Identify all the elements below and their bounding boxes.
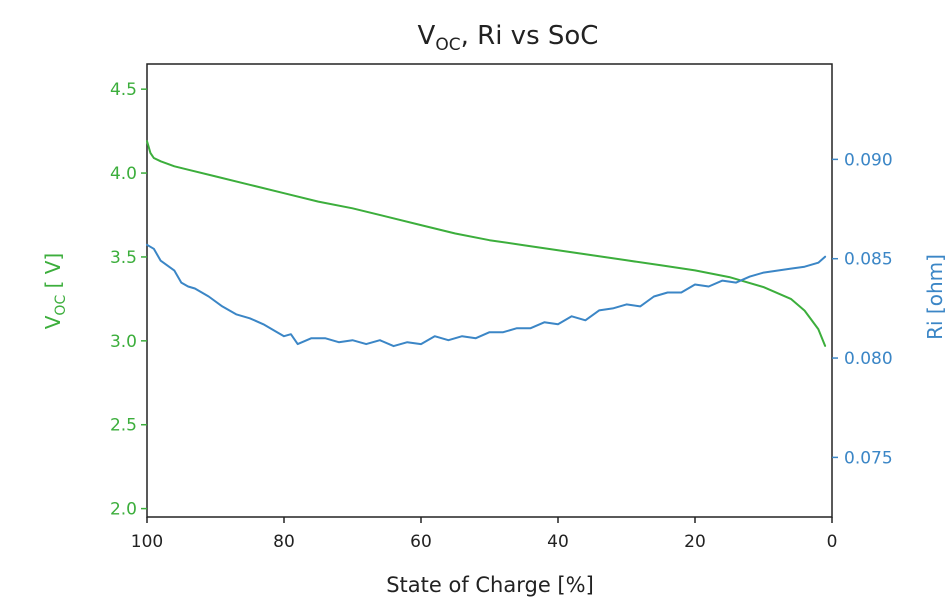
plot-frame [146,63,833,518]
right-y-tick-label: 0.075 [844,448,893,468]
left-y-tick-label: 4.0 [110,164,137,184]
right-y-axis-ticks: 0.075 0.080 0.085 0.090 [832,150,893,468]
right-y-tick-label: 0.085 [844,250,893,270]
chart-title: VOC, Ri vs SoC [418,21,599,55]
left-y-axis-ticks: 2.0 2.5 3.0 3.5 4.0 4.5 [110,80,147,520]
left-y-tick-label: 4.5 [110,80,137,100]
x-axis-label: State of Charge [%] [386,573,594,597]
voc-series-line [146,140,827,347]
left-y-axis-label: VOC [ V] [41,253,69,330]
x-tick-label: 80 [273,532,295,552]
ri-series-line [146,243,827,348]
left-y-tick-label: 2.0 [110,500,137,520]
right-y-tick-label: 0.080 [844,349,893,369]
left-y-tick-label: 3.0 [110,332,137,352]
right-y-axis-label: Ri [ohm] [923,254,947,340]
x-tick-label: 0 [827,532,838,552]
x-axis-ticks: 100 80 60 40 20 0 [131,517,838,552]
right-y-tick-label: 0.090 [844,150,893,170]
left-y-tick-label: 3.5 [110,248,137,268]
x-tick-label: 60 [410,532,432,552]
x-tick-label: 20 [684,532,706,552]
x-tick-label: 100 [131,532,163,552]
left-y-tick-label: 2.5 [110,416,137,436]
x-tick-label: 40 [547,532,569,552]
series-layer [146,140,827,348]
